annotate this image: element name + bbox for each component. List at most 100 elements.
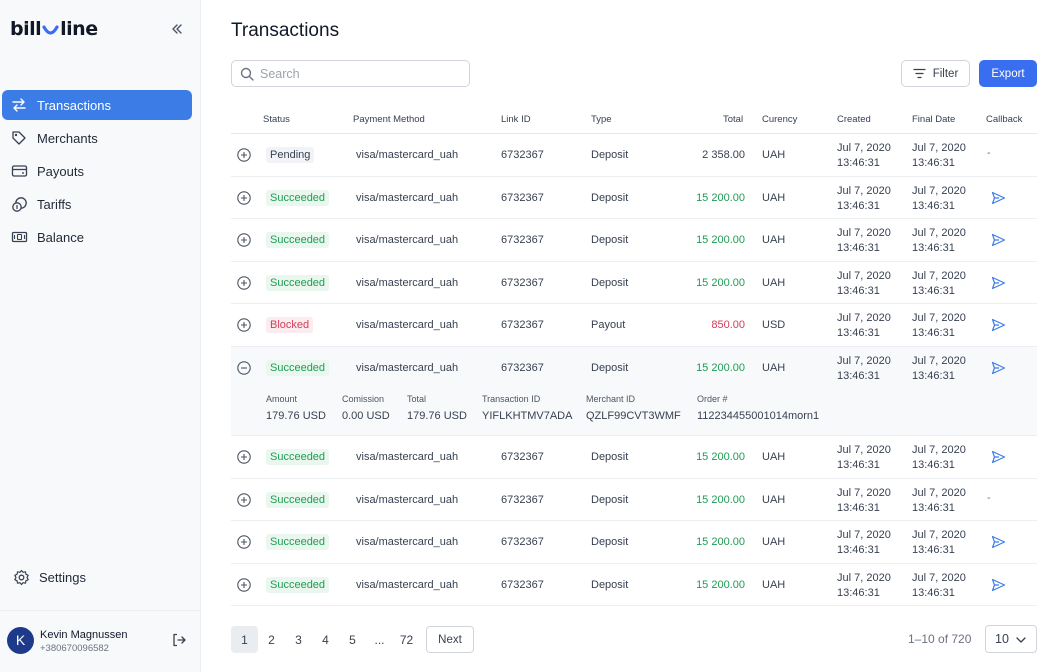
header-currency[interactable]: Curency (762, 114, 798, 125)
header-callback[interactable]: Callback (986, 114, 1023, 125)
page-button[interactable]: 5 (349, 632, 356, 647)
status-badge: Succeeded (266, 189, 330, 206)
table-row[interactable]: Succeeded visa/mastercard_uah 6732367 Depos… (231, 262, 1037, 304)
export-button-label: Export (991, 67, 1025, 80)
total-cell: 15 200.00 (696, 191, 745, 204)
send-callback-button[interactable] (991, 535, 1007, 551)
expand-row-button[interactable] (237, 577, 251, 592)
sidebar-item-transactions[interactable]: Transactions (2, 90, 192, 120)
sidebar-item-payouts[interactable]: Payouts (2, 156, 192, 186)
page-title: Transactions (231, 20, 340, 41)
table-row[interactable]: Succeeded visa/mastercard_uah 6732367 Depos… (231, 564, 1037, 606)
type-cell: Payout (591, 319, 626, 331)
final-date: Jul 7, 2020 (912, 354, 966, 367)
send-callback-button[interactable] (991, 191, 1007, 207)
expand-row-button[interactable] (237, 190, 251, 205)
created-date: Jul 7, 2020 (837, 312, 891, 324)
detail-field: Transaction ID YIFLKHTMV7ADA (482, 394, 572, 422)
created-date: Jul 7, 2020 (837, 354, 891, 367)
link-id-cell: 6732367 (501, 361, 544, 374)
expand-row-button[interactable] (237, 275, 251, 290)
sidebar-item-balance[interactable]: Balance (2, 222, 192, 252)
next-page-button[interactable]: Next (426, 626, 474, 653)
created-cell: Jul 7, 2020 13:46:31 (837, 486, 891, 516)
send-callback-button[interactable] (991, 578, 1007, 594)
plus-circle-icon (237, 233, 251, 250)
type-cell: Deposit (591, 234, 629, 246)
total-cell: 2 358.00 (702, 149, 745, 161)
sidebar-item-tariffs[interactable]: Tariffs (2, 189, 192, 219)
created-time: 13:46:31 (837, 199, 880, 212)
created-time: 13:46:31 (837, 544, 880, 556)
created-time: 13:46:31 (837, 501, 880, 514)
table-row[interactable]: Succeeded visa/mastercard_uah 6732367 Depos… (231, 479, 1037, 521)
send-callback-button[interactable] (991, 450, 1007, 466)
page-button[interactable]: 2 (268, 632, 275, 647)
created-time: 13:46:31 (837, 459, 880, 471)
header-type[interactable]: Type (591, 114, 612, 125)
gear-icon (12, 568, 30, 586)
avatar[interactable]: K (7, 627, 34, 654)
header-payment-method[interactable]: Payment Method (353, 114, 425, 125)
currency-cell: UAH (762, 149, 786, 161)
final-date: Jul 7, 2020 (912, 227, 966, 239)
filter-icon (913, 68, 926, 79)
send-callback-button[interactable] (991, 276, 1007, 292)
header-total[interactable]: Total (723, 114, 744, 125)
table-row[interactable]: Pending visa/mastercard_uah 6732367 Deposit… (231, 134, 1037, 177)
send-callback-button[interactable] (991, 318, 1007, 334)
page-button[interactable]: 4 (322, 632, 329, 647)
header-link-id[interactable]: Link ID (501, 114, 531, 125)
send-icon (991, 191, 1006, 208)
send-icon (991, 233, 1006, 250)
status-badge: Pending (266, 147, 315, 163)
callback-empty: - (987, 147, 991, 159)
collapse-sidebar-button[interactable] (170, 22, 188, 40)
header-created[interactable]: Created (837, 114, 871, 125)
expand-row-button[interactable] (237, 233, 251, 247)
final-time: 13:46:31 (912, 544, 955, 556)
app-logo[interactable]: bill line (10, 18, 98, 40)
expand-row-button[interactable] (237, 492, 251, 507)
table-row[interactable]: Blocked visa/mastercard_uah 6732367 Payout 8… (231, 304, 1037, 347)
export-button[interactable]: Export (979, 60, 1037, 87)
filter-button[interactable]: Filter (901, 60, 970, 87)
total-cell: 15 200.00 (696, 536, 745, 548)
detail-label: Total (407, 394, 427, 404)
table-row[interactable]: Succeeded visa/mastercard_uah 6732367 Depos… (231, 346, 1037, 389)
send-callback-button[interactable] (991, 233, 1007, 249)
header-final-date[interactable]: Final Date (912, 114, 956, 125)
expand-row-button[interactable] (237, 535, 251, 549)
page-button[interactable]: 3 (295, 632, 302, 647)
table-row[interactable]: Succeeded visa/mastercard_uah 6732367 Depos… (231, 177, 1037, 219)
banknote-icon (10, 228, 28, 246)
per-page-select[interactable]: 10 (985, 625, 1037, 653)
logout-button[interactable] (171, 632, 187, 648)
sidebar-item-label: Transactions (37, 97, 111, 113)
created-cell: Jul 7, 2020 13:46:31 (837, 528, 891, 558)
total-cell: 850.00 (711, 319, 745, 331)
send-callback-button[interactable] (991, 361, 1007, 377)
table-row[interactable]: Succeeded visa/mastercard_uah 6732367 Depos… (231, 521, 1037, 564)
created-time: 13:46:31 (837, 586, 880, 599)
expand-row-button[interactable] (237, 148, 251, 162)
expand-row-button[interactable] (237, 450, 251, 464)
collapse-row-button[interactable] (237, 360, 251, 375)
final-date-cell: Jul 7, 2020 13:46:31 (912, 184, 966, 214)
created-cell: Jul 7, 2020 13:46:31 (837, 269, 891, 299)
final-time: 13:46:31 (912, 586, 955, 599)
search-input[interactable] (260, 66, 460, 81)
search-box[interactable] (231, 60, 470, 87)
expand-row-button[interactable] (237, 318, 251, 332)
sidebar-item-merchants[interactable]: Merchants (2, 123, 192, 153)
page-button[interactable]: 72 (399, 632, 414, 647)
header-status[interactable]: Status (263, 114, 290, 125)
page-button[interactable]: 1 (231, 626, 258, 653)
table-row[interactable]: Succeeded visa/mastercard_uah 6732367 Depos… (231, 436, 1037, 479)
sidebar-item-settings[interactable]: Settings (4, 562, 194, 592)
created-cell: Jul 7, 2020 13:46:31 (837, 141, 891, 171)
table-row[interactable]: Succeeded visa/mastercard_uah 6732367 Depos… (231, 219, 1037, 262)
final-date-cell: Jul 7, 2020 13:46:31 (912, 269, 966, 299)
detail-label: Amount (266, 394, 298, 404)
logo-mark-icon (42, 25, 59, 35)
